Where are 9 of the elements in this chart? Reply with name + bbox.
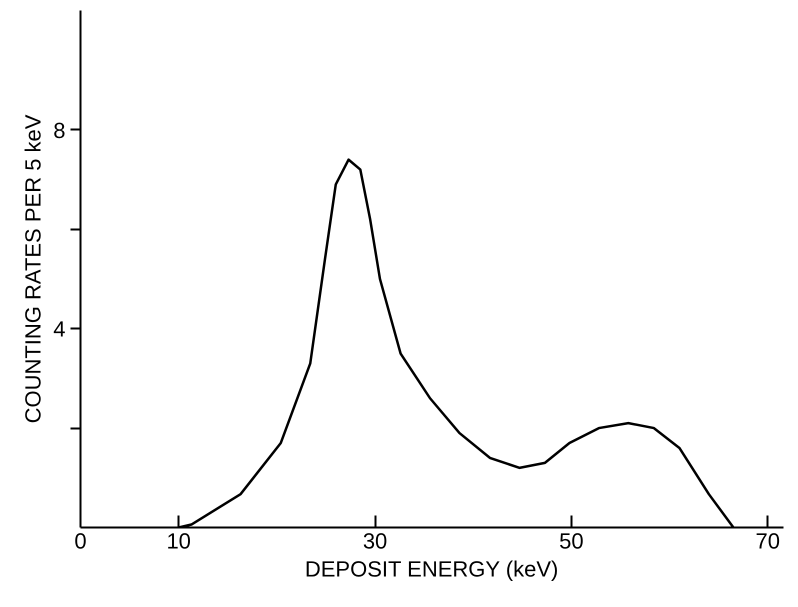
x-tick-label: 10 (166, 528, 191, 554)
x-tick-label: 30 (362, 528, 388, 554)
y-tick-label: 8 (53, 118, 66, 143)
x-tick-label: 50 (559, 528, 584, 554)
y-tick-label: 4 (53, 316, 66, 342)
x-tick-label: 70 (756, 528, 780, 554)
y-axis-title: COUNTING RATES PER 5 keV (20, 114, 46, 424)
x-tick-label: 0 (74, 528, 87, 554)
x-axis-title: DEPOSIT ENERGY (keV) (304, 556, 558, 582)
